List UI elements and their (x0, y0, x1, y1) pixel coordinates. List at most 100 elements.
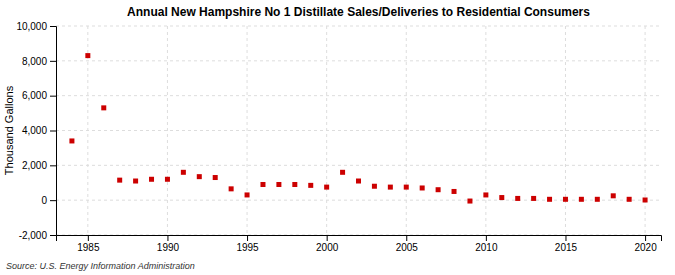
tick-mark (50, 26, 56, 27)
point (165, 177, 170, 182)
grid-line (56, 95, 661, 96)
tick: 2015 (555, 235, 578, 253)
chart: 1985 1990 1995 2000 2005 2010 2015 2020 -2,000 0 2… (0, 0, 675, 275)
point (85, 53, 90, 58)
point (452, 189, 457, 194)
grid-line (56, 60, 661, 61)
grid-line (167, 26, 168, 235)
tick: 6,000 (22, 90, 56, 101)
tick-mark (50, 61, 56, 62)
tick-mark (50, 131, 56, 132)
tick: 2005 (396, 235, 419, 253)
point (436, 187, 441, 192)
tick: 1990 (157, 235, 180, 253)
grid-line (247, 26, 248, 235)
tick-mark (327, 235, 328, 241)
point (420, 185, 425, 190)
grid-line (406, 26, 407, 235)
point (117, 178, 122, 183)
tick: 2000 (316, 235, 339, 253)
grid-line (56, 130, 661, 131)
tick: 2010 (475, 235, 498, 253)
tick-mark (565, 235, 566, 241)
y-axis-title: Thousand Gallons (3, 85, 15, 175)
grid-line (56, 26, 661, 27)
point (595, 197, 600, 202)
point (197, 174, 202, 179)
points (69, 53, 647, 203)
point (292, 182, 297, 187)
point (611, 193, 616, 198)
tick-label: 1990 (157, 242, 180, 253)
grid-line (326, 26, 327, 235)
tick-label: 1995 (236, 242, 259, 253)
axis-line (57, 236, 662, 242)
tick: 2,000 (22, 160, 56, 171)
point (340, 170, 345, 175)
tick-mark (247, 235, 248, 241)
tick-label: 2005 (396, 242, 419, 253)
point (260, 182, 265, 187)
tick-label: 2020 (634, 242, 657, 253)
point (531, 196, 536, 201)
tick-label: 0 (41, 195, 47, 206)
tick-label: 6,000 (22, 90, 47, 101)
point (499, 195, 504, 200)
tick-mark (88, 235, 89, 241)
grid-line (56, 165, 661, 166)
tick-label: 2000 (316, 242, 339, 253)
point (245, 192, 250, 197)
tick: 8,000 (22, 56, 56, 67)
point (547, 197, 552, 202)
annotation: Source: U.S. Energy Information Administ… (6, 261, 195, 271)
plot: 1985 1990 1995 2000 2005 2010 2015 2020 -2,000 0 2… (16, 21, 661, 253)
grid (56, 26, 661, 235)
tick-label: 2010 (475, 242, 498, 253)
point (467, 199, 472, 204)
point (324, 185, 329, 190)
point (229, 186, 234, 191)
axis-line (50, 27, 57, 236)
point (515, 196, 520, 201)
tick-mark (50, 200, 56, 201)
tick-mark (50, 96, 56, 97)
tick: 4,000 (22, 125, 56, 136)
point (356, 179, 361, 184)
tick-label: 4,000 (22, 125, 47, 136)
y-axis: -2,000 0 2,000 4,000 6,000 8,000 10,000 (16, 21, 56, 241)
point (388, 185, 393, 190)
tick: 2020 (634, 235, 657, 253)
tick-label: 10,000 (16, 21, 47, 32)
tick-label: 8,000 (22, 56, 47, 67)
tick-mark (406, 235, 407, 241)
point (372, 184, 377, 189)
title: Annual New Hampshire No 1 Distillate Sal… (127, 5, 590, 19)
tick-mark (50, 235, 56, 236)
tick-mark (486, 235, 487, 241)
tick: 1995 (236, 235, 259, 253)
grid-line (565, 26, 566, 235)
tick: 10,000 (16, 21, 56, 32)
tick-mark (50, 165, 56, 166)
tick-mark (167, 235, 168, 241)
point (643, 197, 648, 202)
tick: 1985 (77, 235, 100, 253)
tick-label: 2,000 (22, 160, 47, 171)
tick-mark (645, 235, 646, 241)
tick-label: 1985 (77, 242, 100, 253)
grid-line (56, 200, 661, 201)
point (563, 197, 568, 202)
point (404, 185, 409, 190)
point (181, 170, 186, 175)
tick: -2,000 (19, 230, 56, 241)
point (276, 182, 281, 187)
point (133, 179, 138, 184)
grid-line (645, 26, 646, 235)
point (101, 105, 106, 110)
point (483, 192, 488, 197)
point (308, 183, 313, 188)
grid-line (485, 26, 486, 235)
tick: 0 (41, 195, 56, 206)
x-axis: 1985 1990 1995 2000 2005 2010 2015 2020 (57, 235, 662, 253)
point (213, 175, 218, 180)
